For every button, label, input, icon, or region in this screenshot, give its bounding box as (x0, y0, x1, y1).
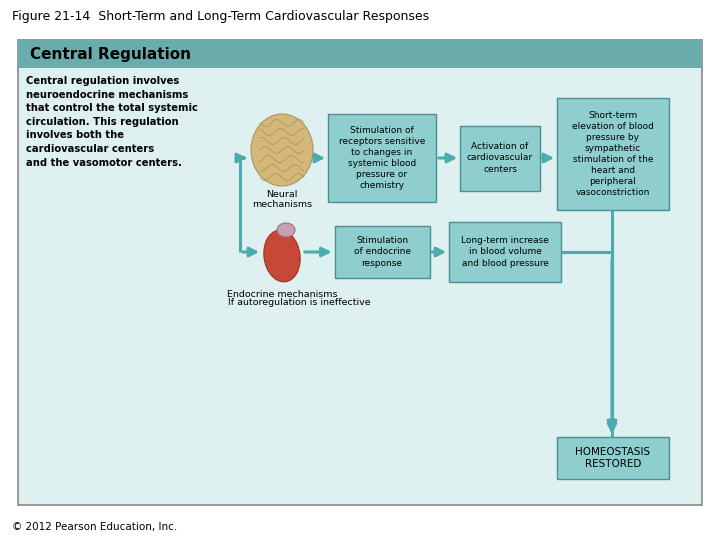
Ellipse shape (277, 223, 295, 237)
Text: Stimulation of
receptors sensitive
to changes in
systemic blood
pressure or
chem: Stimulation of receptors sensitive to ch… (339, 126, 426, 190)
Text: If autoregulation is ineffective: If autoregulation is ineffective (228, 298, 371, 307)
FancyBboxPatch shape (18, 40, 702, 505)
FancyBboxPatch shape (449, 222, 561, 282)
Text: Figure 21-14  Short-Term and Long-Term Cardiovascular Responses: Figure 21-14 Short-Term and Long-Term Ca… (12, 10, 429, 23)
Text: HOMEOSTASIS
RESTORED: HOMEOSTASIS RESTORED (575, 447, 651, 469)
Text: Long-term increase
in blood volume
and blood pressure: Long-term increase in blood volume and b… (461, 237, 549, 268)
Text: © 2012 Pearson Education, Inc.: © 2012 Pearson Education, Inc. (12, 522, 177, 532)
Text: Short-term
elevation of blood
pressure by
sympathetic
stimulation of the
heart a: Short-term elevation of blood pressure b… (572, 111, 654, 197)
Text: Stimulation
of endocrine
response: Stimulation of endocrine response (354, 237, 410, 268)
Ellipse shape (251, 114, 313, 186)
FancyBboxPatch shape (557, 437, 669, 479)
FancyBboxPatch shape (328, 114, 436, 202)
FancyBboxPatch shape (18, 40, 702, 68)
FancyBboxPatch shape (460, 125, 540, 191)
Text: Central Regulation: Central Regulation (30, 46, 191, 62)
FancyBboxPatch shape (335, 226, 430, 278)
Text: Activation of
cardiovascular
centers: Activation of cardiovascular centers (467, 143, 533, 173)
Text: Endocrine mechanisms: Endocrine mechanisms (227, 290, 337, 299)
Text: Neural
mechanisms: Neural mechanisms (252, 190, 312, 210)
FancyBboxPatch shape (557, 98, 669, 210)
Text: Central regulation involves
neuroendocrine mechanisms
that control the total sys: Central regulation involves neuroendocri… (26, 76, 198, 167)
Ellipse shape (264, 230, 300, 282)
